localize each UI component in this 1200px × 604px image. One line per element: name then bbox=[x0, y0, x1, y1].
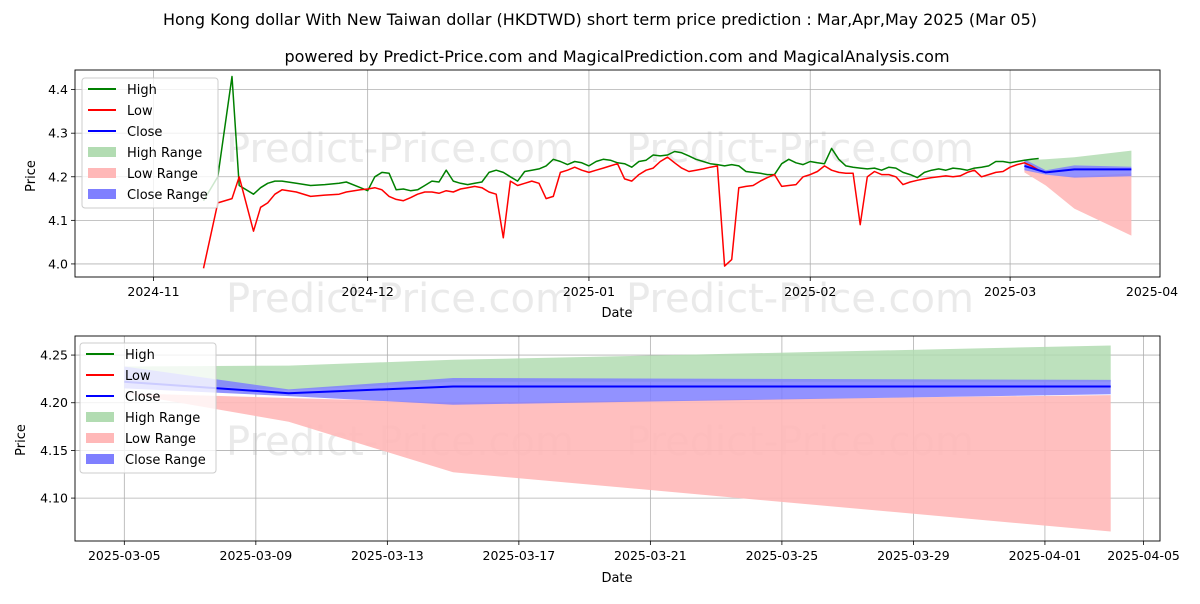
history-legend: High Low Close High Range Low Range Close Ran… bbox=[81, 77, 219, 209]
history-x-tick-label: 2025-01 bbox=[563, 284, 615, 299]
history-y-ticks: 4.0 4.1 4.2 4.3 4.4 bbox=[48, 82, 75, 271]
history-legend-label: Close Range bbox=[127, 188, 208, 203]
forecast-x-tick-label: 2025-03-17 bbox=[483, 548, 556, 563]
forecast-y-axis-label: Price bbox=[14, 424, 29, 456]
forecast-x-tick-label: 2025-03-21 bbox=[614, 548, 687, 563]
history-y-tick-label: 4.4 bbox=[48, 82, 68, 97]
history-x-ticks: 2024-11 2024-12 2025-01 2025-02 2025-03 2025-… bbox=[127, 277, 1178, 299]
forecast-x-tick-label: 2025-03-29 bbox=[877, 548, 950, 563]
forecast-legend-label: Low Range bbox=[125, 432, 196, 447]
forecast-legend-label: Close bbox=[125, 390, 160, 405]
forecast-x-ticks: 2025-03-05 2025-03-09 2025-03-13 2025-03-17… bbox=[88, 541, 1180, 563]
history-watermark: Predict-Price.com bbox=[226, 126, 574, 172]
history-y-tick-label: 4.3 bbox=[48, 126, 68, 141]
forecast-low-range-band bbox=[124, 393, 1111, 532]
forecast-x-axis-label: Date bbox=[601, 571, 632, 586]
history-legend-label: Close bbox=[127, 125, 162, 140]
chart-title: Hong Kong dollar With New Taiwan dollar … bbox=[163, 10, 1037, 29]
forecast-legend-swatch bbox=[86, 433, 114, 443]
history-panel: Predict-Price.com Predict-Price.com Predic… bbox=[24, 69, 1178, 322]
forecast-axes-frame bbox=[74, 335, 1161, 542]
history-legend-label: Low bbox=[127, 104, 153, 119]
history-legend-label: Low Range bbox=[127, 167, 198, 182]
history-legend-swatch bbox=[88, 168, 116, 178]
forecast-x-tick-label: 2025-03-09 bbox=[220, 548, 293, 563]
history-axes-frame bbox=[74, 69, 1161, 278]
forecast-legend-label: Close Range bbox=[125, 453, 206, 468]
history-high-line bbox=[202, 75, 1039, 202]
history-legend-label: High bbox=[127, 83, 157, 98]
forecast-high-range-band bbox=[124, 345, 1111, 391]
forecast-y-tick-label: 4.15 bbox=[40, 443, 68, 458]
forecast-y-ticks: 4.10 4.15 4.20 4.25 bbox=[40, 348, 75, 506]
forecast-y-tick-label: 4.20 bbox=[40, 395, 68, 410]
history-y-tick-label: 4.1 bbox=[48, 213, 68, 228]
forecast-series-group bbox=[124, 345, 1111, 532]
history-x-tick-label: 2025-03 bbox=[984, 284, 1036, 299]
history-series-group bbox=[202, 75, 1132, 269]
forecast-x-tick-label: 2025-04-05 bbox=[1107, 548, 1180, 563]
forecast-x-tick-label: 2025-03-13 bbox=[351, 548, 424, 563]
history-x-tick-label: 2025-02 bbox=[784, 284, 836, 299]
chart-subtitle: powered by Predict-Price.com and Magical… bbox=[284, 47, 949, 66]
forecast-y-tick-label: 4.25 bbox=[40, 348, 68, 363]
forecast-legend-label: High Range bbox=[125, 411, 200, 426]
history-y-tick-label: 4.0 bbox=[48, 256, 68, 271]
history-watermark: Predict-Price.com bbox=[626, 276, 974, 322]
forecast-legend-swatch bbox=[86, 412, 114, 422]
history-close-line bbox=[1024, 164, 1132, 174]
history-low-range-band bbox=[1024, 168, 1132, 236]
history-x-tick-label: 2025-04 bbox=[1126, 284, 1178, 299]
history-y-axis-label: Price bbox=[24, 160, 39, 192]
history-low-line bbox=[202, 156, 1040, 269]
forecast-legend-swatch bbox=[86, 454, 114, 464]
history-y-tick-label: 4.2 bbox=[48, 169, 68, 184]
forecast-y-tick-label: 4.10 bbox=[40, 491, 68, 506]
history-x-tick-label: 2024-11 bbox=[127, 284, 179, 299]
forecast-legend-label: High bbox=[125, 348, 155, 363]
forecast-legend-label: Low bbox=[125, 369, 151, 384]
history-legend-swatch bbox=[88, 189, 116, 199]
forecast-legend: High Low Close High Range Low Range Close Ran… bbox=[79, 342, 217, 474]
history-legend-swatch bbox=[88, 147, 116, 157]
history-watermark: Predict-Price.com bbox=[226, 276, 574, 322]
history-x-tick-label: 2024-12 bbox=[342, 284, 394, 299]
history-x-axis-label: Date bbox=[601, 306, 632, 321]
history-legend-label: High Range bbox=[127, 146, 202, 161]
forecast-x-tick-label: 2025-03-05 bbox=[88, 548, 161, 563]
forecast-x-tick-label: 2025-03-25 bbox=[746, 548, 819, 563]
forecast-x-tick-label: 2025-04-01 bbox=[1009, 548, 1082, 563]
